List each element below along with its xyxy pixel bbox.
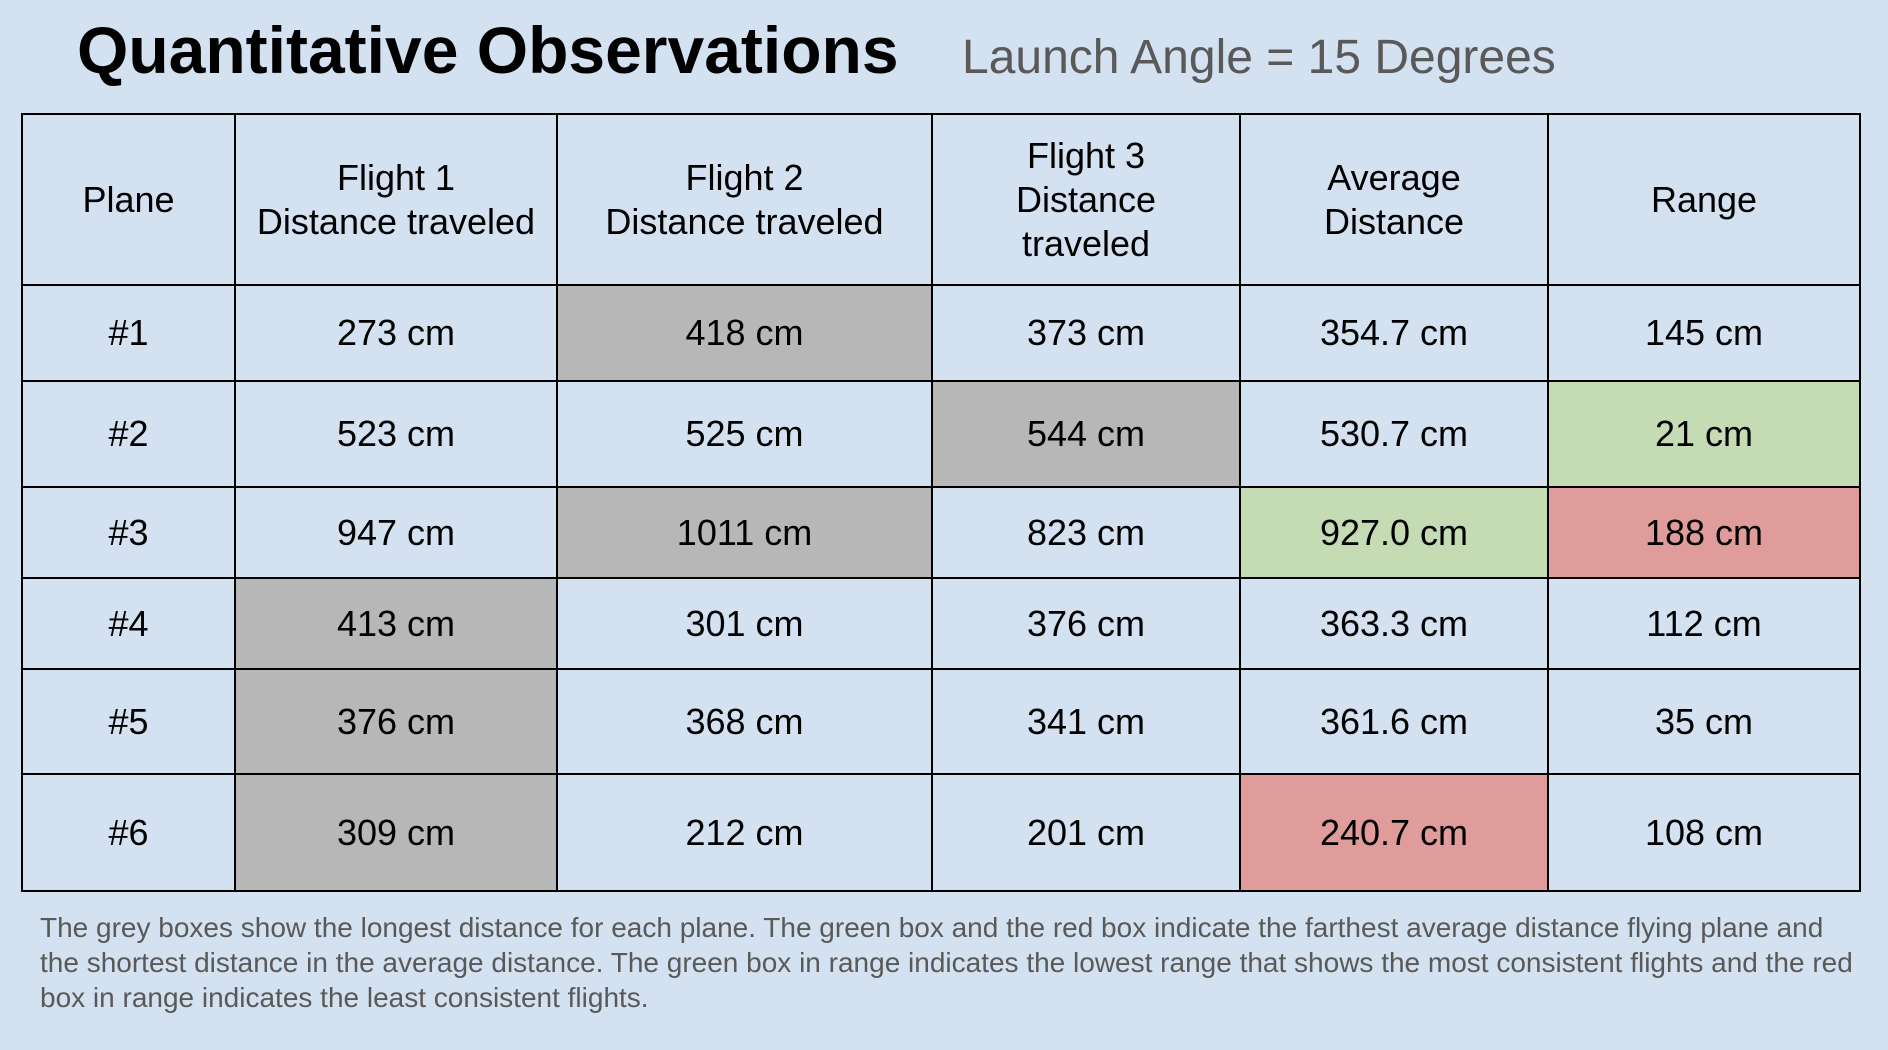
header-plane: Plane <box>21 113 236 286</box>
table-row: #1 273 cm 418 cm 373 cm 354.7 cm 145 cm <box>21 284 1861 382</box>
flight-2-cell: 418 cm <box>556 284 933 382</box>
range-cell: 145 cm <box>1547 284 1861 382</box>
table-body: #1 273 cm 418 cm 373 cm 354.7 cm 145 cm #2 523 … <box>21 284 1861 892</box>
header-average: Average Distance <box>1239 113 1549 286</box>
table-row: #2 523 cm 525 cm 544 cm 530.7 cm 21 cm <box>21 380 1861 488</box>
header-flight-2: Flight 2 Distance traveled <box>556 113 933 286</box>
plane-cell: #2 <box>21 380 236 488</box>
range-cell: 188 cm <box>1547 486 1861 579</box>
plane-cell: #5 <box>21 668 236 775</box>
flight-2-cell: 1011 cm <box>556 486 933 579</box>
footnote: The grey boxes show the longest distance… <box>40 912 1853 1013</box>
average-cell: 530.7 cm <box>1239 380 1549 488</box>
flight-1-cell: 273 cm <box>234 284 558 382</box>
table-row: #4 413 cm 301 cm 376 cm 363.3 cm 112 cm <box>21 577 1861 670</box>
range-cell: 108 cm <box>1547 773 1861 892</box>
flight-1-cell: 413 cm <box>234 577 558 670</box>
table-row: #3 947 cm 1011 cm 823 cm 927.0 cm 188 cm <box>21 486 1861 579</box>
average-cell: 363.3 cm <box>1239 577 1549 670</box>
flight-1-cell: 376 cm <box>234 668 558 775</box>
flight-2-cell: 368 cm <box>556 668 933 775</box>
plane-cell: #4 <box>21 577 236 670</box>
observations-table: Plane Flight 1 Distance traveled Flight 2 Di… <box>21 113 1861 892</box>
page-title: Quantitative Observations <box>77 13 899 87</box>
flight-3-cell: 544 cm <box>931 380 1241 488</box>
flight-1-cell: 309 cm <box>234 773 558 892</box>
header-flight-3: Flight 3 Distance traveled <box>931 113 1241 286</box>
flight-3-cell: 373 cm <box>931 284 1241 382</box>
flight-2-cell: 212 cm <box>556 773 933 892</box>
table-row: #5 376 cm 368 cm 341 cm 361.6 cm 35 cm <box>21 668 1861 775</box>
header-range: Range <box>1547 113 1861 286</box>
plane-cell: #3 <box>21 486 236 579</box>
plane-cell: #1 <box>21 284 236 382</box>
flight-3-cell: 201 cm <box>931 773 1241 892</box>
average-cell: 361.6 cm <box>1239 668 1549 775</box>
range-cell: 112 cm <box>1547 577 1861 670</box>
flight-1-cell: 947 cm <box>234 486 558 579</box>
flight-1-cell: 523 cm <box>234 380 558 488</box>
range-cell: 35 cm <box>1547 668 1861 775</box>
average-cell: 927.0 cm <box>1239 486 1549 579</box>
plane-cell: #6 <box>21 773 236 892</box>
table-row: #6 309 cm 212 cm 201 cm 240.7 cm 108 cm <box>21 773 1861 892</box>
page-subtitle: Launch Angle = 15 Degrees <box>962 31 1556 84</box>
flight-3-cell: 341 cm <box>931 668 1241 775</box>
range-cell: 21 cm <box>1547 380 1861 488</box>
flight-3-cell: 823 cm <box>931 486 1241 579</box>
average-cell: 240.7 cm <box>1239 773 1549 892</box>
flight-3-cell: 376 cm <box>931 577 1241 670</box>
flight-2-cell: 525 cm <box>556 380 933 488</box>
average-cell: 354.7 cm <box>1239 284 1549 382</box>
header-flight-1: Flight 1 Distance traveled <box>234 113 558 286</box>
table-header-row: Plane Flight 1 Distance traveled Flight 2 Di… <box>21 113 1861 286</box>
flight-2-cell: 301 cm <box>556 577 933 670</box>
